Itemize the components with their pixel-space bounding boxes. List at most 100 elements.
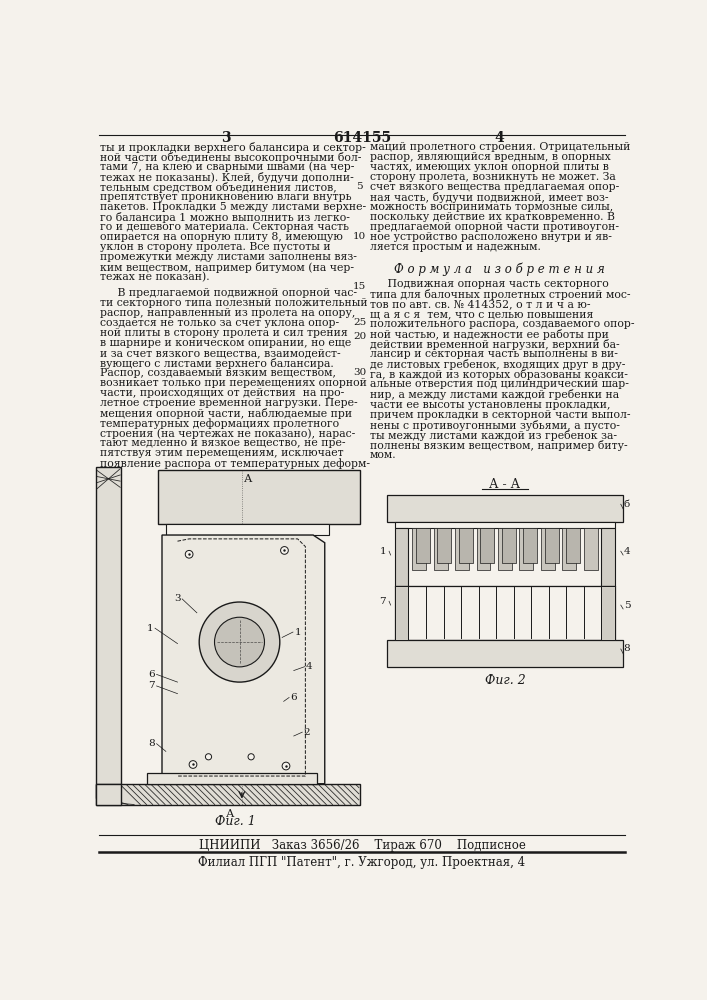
Text: ляется простым и надежным.: ляется простым и надежным. [370, 242, 541, 252]
Text: 1: 1 [380, 547, 386, 556]
Text: пакетов. Прокладки 5 между листами верхне-: пакетов. Прокладки 5 между листами верхн… [100, 202, 366, 212]
Bar [523, 528, 537, 563]
Bar [602, 586, 615, 640]
Text: нир, а между листами каждой гребенки на: нир, а между листами каждой гребенки на [370, 389, 619, 400]
Text: 7: 7 [148, 681, 156, 690]
Bar [541, 528, 555, 570]
Text: промежутки между листами заполнены вяз-: промежутки между листами заполнены вяз- [100, 252, 357, 262]
Text: действии временной нагрузки, верхний ба-: действии временной нагрузки, верхний ба- [370, 339, 619, 350]
Text: 25: 25 [353, 318, 366, 327]
Text: 1: 1 [147, 624, 153, 633]
Bar [584, 528, 597, 570]
Text: тельным средством объединения листов,: тельным средством объединения листов, [100, 182, 337, 193]
Text: 5: 5 [356, 182, 363, 191]
Text: положительного распора, создаваемого опор-: положительного распора, создаваемого опо… [370, 319, 634, 329]
Bar [96, 784, 360, 805]
Text: 3: 3 [221, 131, 230, 145]
Bar [387, 495, 623, 522]
Text: 20: 20 [353, 332, 366, 341]
Text: части ее высоты установлены прокладки,: части ее высоты установлены прокладки, [370, 400, 610, 410]
Bar [502, 528, 515, 563]
Text: ной плиты в сторону пролета и сил трения: ной плиты в сторону пролета и сил трения [100, 328, 348, 338]
Text: ким веществом, например битумом (на чер-: ким веществом, например битумом (на чер- [100, 262, 354, 273]
Text: уклон в сторону пролета. Все пустоты и: уклон в сторону пролета. Все пустоты и [100, 242, 331, 252]
Text: и за счет вязкого вещества, взаимодейст-: и за счет вязкого вещества, взаимодейст- [100, 348, 341, 358]
Bar [455, 528, 469, 570]
Text: 15: 15 [353, 282, 366, 291]
Text: типа для балочных пролетных строений мос-: типа для балочных пролетных строений мос… [370, 289, 630, 300]
Text: опирается на опорную плиту 8, имеющую: опирается на опорную плиту 8, имеющую [100, 232, 343, 242]
Bar [480, 528, 494, 563]
Text: 614155: 614155 [333, 131, 391, 145]
Text: тают медленно и вязкое вещество, не пре-: тают медленно и вязкое вещество, не пре- [100, 438, 346, 448]
Text: ное устройство расположено внутри и яв-: ное устройство расположено внутри и яв- [370, 232, 612, 242]
Bar [433, 528, 448, 570]
Text: летное строение временной нагрузки. Пере-: летное строение временной нагрузки. Пере… [100, 398, 358, 408]
Bar [602, 528, 615, 586]
Text: препятствует проникновению влаги внутрь: препятствует проникновению влаги внутрь [100, 192, 351, 202]
Text: Филиал ПГП "Патент", г. Ужгород, ул. Проектная, 4: Филиал ПГП "Патент", г. Ужгород, ул. Про… [199, 856, 525, 869]
Text: тежах не показаны). Клей, будучи дополни-: тежах не показаны). Клей, будучи дополни… [100, 172, 354, 183]
Text: поскольку действие их кратковременно. В: поскольку действие их кратковременно. В [370, 212, 614, 222]
Text: Фиг. 1: Фиг. 1 [215, 815, 256, 828]
Bar [438, 528, 451, 563]
Bar [477, 528, 491, 570]
Circle shape [189, 761, 197, 768]
Text: 7: 7 [380, 597, 386, 606]
Circle shape [185, 550, 193, 558]
Text: б: б [624, 500, 630, 509]
Text: А: А [226, 809, 235, 819]
Text: 30: 30 [353, 368, 366, 377]
Text: Подвижная опорная часть секторного: Подвижная опорная часть секторного [370, 279, 609, 289]
Text: 3: 3 [174, 594, 181, 603]
Text: ной части объединены высокопрочными бол-: ной части объединены высокопрочными бол- [100, 152, 361, 163]
Bar [459, 528, 473, 563]
Text: 2: 2 [303, 728, 310, 737]
Bar [166, 524, 329, 535]
Circle shape [206, 754, 211, 760]
Text: нены с противоугонными зубьями, а пусто-: нены с противоугонными зубьями, а пусто- [370, 420, 619, 431]
Text: ная часть, будучи подвижной, имеет воз-: ная часть, будучи подвижной, имеет воз- [370, 192, 608, 203]
Text: мом.: мом. [370, 450, 397, 460]
Text: га, в каждой из которых образованы коакси-: га, в каждой из которых образованы коакс… [370, 369, 628, 380]
Text: вующего с листами верхнего балансира.: вующего с листами верхнего балансира. [100, 358, 334, 369]
Text: 5: 5 [624, 601, 631, 610]
Circle shape [282, 762, 290, 770]
Text: лансир и секторная часть выполнены в ви-: лансир и секторная часть выполнены в ви- [370, 349, 618, 359]
Text: 6: 6 [148, 670, 156, 679]
Text: Распор, создаваемый вязким веществом,: Распор, создаваемый вязким веществом, [100, 368, 336, 378]
Text: сторону пролета, возникнуть не может. За: сторону пролета, возникнуть не может. За [370, 172, 616, 182]
Bar [520, 528, 533, 570]
Text: де листовых гребенок, входящих друг в дру-: де листовых гребенок, входящих друг в др… [370, 359, 625, 370]
Text: 8: 8 [624, 644, 631, 653]
Text: Ф о р м у л а   и з о б р е т е н и я: Ф о р м у л а и з о б р е т е н и я [394, 262, 604, 276]
Circle shape [281, 547, 288, 554]
Bar [395, 586, 615, 640]
Text: Фиг. 2: Фиг. 2 [484, 674, 525, 687]
Bar [158, 470, 360, 524]
Text: А - А: А - А [489, 478, 520, 491]
Bar [387, 640, 623, 667]
Text: тами 7, на клею и сварными швами (на чер-: тами 7, на клею и сварными швами (на чер… [100, 162, 354, 172]
Text: возникает только при перемещениях опорной: возникает только при перемещениях опорно… [100, 378, 367, 388]
Text: распор, направленный из пролета на опору,: распор, направленный из пролета на опору… [100, 308, 356, 318]
Text: А: А [243, 474, 252, 484]
Bar [498, 528, 512, 570]
Bar [416, 528, 430, 563]
Bar [562, 528, 576, 570]
Text: тежах не показан).: тежах не показан). [100, 272, 209, 282]
Bar [96, 466, 121, 798]
Text: 8: 8 [148, 739, 156, 748]
Bar [395, 586, 409, 640]
Bar [96, 784, 121, 805]
Text: ты между листами каждой из гребенок за-: ты между листами каждой из гребенок за- [370, 430, 617, 441]
Text: температурных деформациях пролетного: температурных деформациях пролетного [100, 418, 339, 429]
Text: тов по авт. св. № 414352, о т л и ч а ю-: тов по авт. св. № 414352, о т л и ч а ю- [370, 299, 590, 309]
Text: го и дешевого материала. Секторная часть: го и дешевого материала. Секторная часть [100, 222, 349, 232]
Circle shape [214, 617, 264, 667]
Text: 6: 6 [291, 693, 297, 702]
Text: причем прокладки в секторной части выпол-: причем прокладки в секторной части выпол… [370, 410, 630, 420]
Text: 4: 4 [494, 131, 504, 145]
Text: создается не только за счет уклона опор-: создается не только за счет уклона опор- [100, 318, 339, 328]
Text: 1: 1 [294, 628, 301, 637]
